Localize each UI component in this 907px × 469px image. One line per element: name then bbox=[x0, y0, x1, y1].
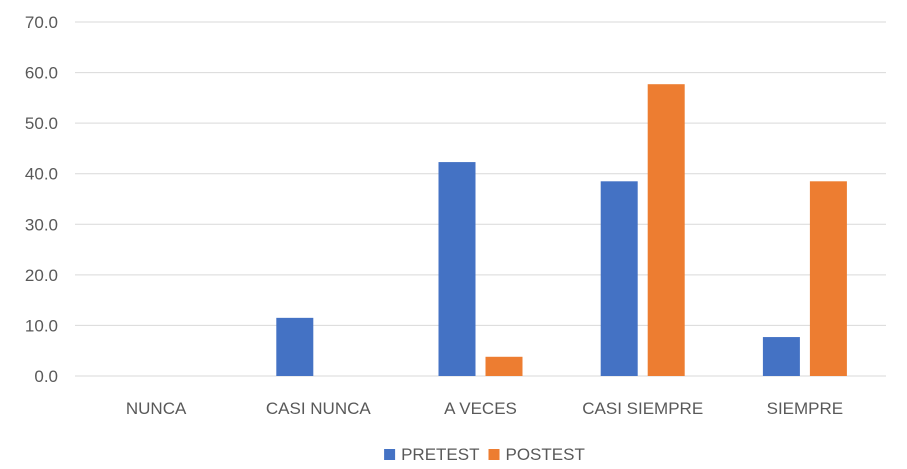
x-category-label: CASI NUNCA bbox=[266, 399, 372, 418]
bar-pretest-a-veces bbox=[438, 162, 476, 376]
x-category-label: NUNCA bbox=[126, 399, 187, 418]
bar-pretest-siempre bbox=[762, 337, 800, 376]
legend-label-postest: POSTEST bbox=[506, 445, 585, 464]
y-tick-label: 0.0 bbox=[34, 367, 58, 386]
y-tick-label: 50.0 bbox=[25, 114, 58, 133]
x-category-label: A VECES bbox=[444, 399, 517, 418]
y-tick-label: 70.0 bbox=[25, 13, 58, 32]
x-category-label: SIEMPRE bbox=[767, 399, 844, 418]
bars bbox=[276, 84, 847, 377]
y-tick-label: 60.0 bbox=[25, 64, 58, 83]
gridlines bbox=[75, 21, 886, 377]
bar-pretest-casi-siempre bbox=[600, 181, 638, 376]
bar-pretest-casi-nunca bbox=[276, 317, 314, 376]
y-axis-ticks: 0.0 10.0 20.0 30.0 40.0 50.0 60.0 70.0 bbox=[25, 13, 58, 386]
legend-swatch-pretest bbox=[384, 449, 396, 460]
x-axis-categories: NUNCA CASI NUNCA A VECES CASI SIEMPRE SIEMPR… bbox=[126, 399, 843, 418]
y-tick-label: 20.0 bbox=[25, 266, 58, 285]
y-tick-label: 10.0 bbox=[25, 316, 58, 335]
bar-postest-siempre bbox=[809, 181, 847, 376]
legend-swatch-postest bbox=[488, 449, 500, 460]
legend: PRETEST POSTEST bbox=[384, 445, 585, 464]
bar-postest-casi-siempre bbox=[647, 84, 685, 377]
legend-label-pretest: PRETEST bbox=[401, 445, 479, 464]
y-tick-label: 40.0 bbox=[25, 165, 58, 184]
x-category-label: CASI SIEMPRE bbox=[582, 399, 703, 418]
y-tick-label: 30.0 bbox=[25, 215, 58, 234]
bar-postest-a-veces bbox=[485, 356, 523, 376]
